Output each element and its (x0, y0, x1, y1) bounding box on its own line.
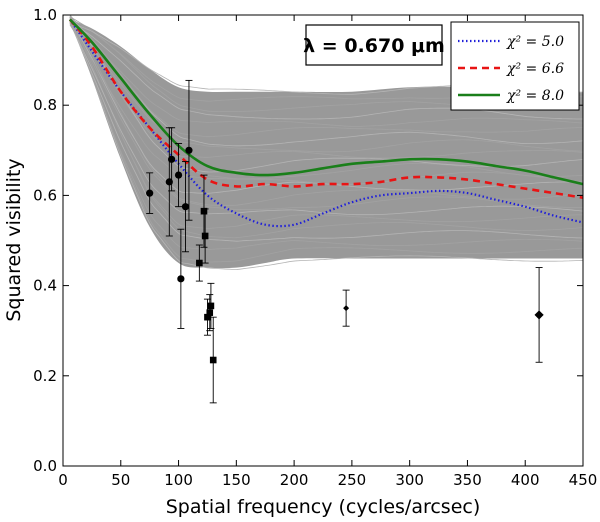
data-point-square (201, 232, 209, 240)
series-line (68, 18, 583, 186)
y-tick-label: 0.2 (33, 367, 57, 385)
envelope-line (69, 16, 583, 229)
x-tick-label: 400 (511, 471, 540, 489)
data-point-square (207, 302, 215, 310)
data-point-square (206, 309, 214, 316)
wavelength-box (305, 24, 443, 66)
envelope-line (69, 24, 583, 185)
data-point-square (209, 356, 217, 364)
y-axis-label: Squared visibility (3, 158, 25, 321)
data-point-small-diamond (343, 305, 350, 312)
legend-entry: χ² = 6.6 (506, 61, 564, 77)
x-tick-label: 200 (280, 471, 309, 489)
data-point-circle (165, 178, 173, 186)
data-point-square (196, 259, 203, 267)
y-tick-label: 0.0 (33, 457, 57, 475)
data-point-circle (177, 275, 185, 283)
envelope-line (69, 16, 583, 138)
envelope-line (69, 15, 583, 206)
legend-entry: χ² = 8.0 (506, 88, 564, 104)
data-point-circle (185, 146, 193, 154)
data-point-circle (168, 155, 176, 163)
wavelength-text: λ = 0.670 μm (303, 35, 445, 57)
envelope-line (69, 16, 583, 263)
y-tick-label: 0.4 (33, 277, 57, 295)
x-tick-label: 50 (111, 471, 130, 489)
x-tick-label: 250 (338, 471, 367, 489)
axis-ticks: 0 50 100 150 200 250 300 350 400 450 0.0 0.2 0.4 0.6 0… (33, 6, 597, 489)
envelope-line (69, 23, 583, 153)
model-curves (68, 18, 583, 228)
legend-entry: χ² = 5.0 (506, 34, 564, 50)
x-axis-label: Spatial frequency (cycles/arcsec) (166, 496, 481, 518)
envelope-line (69, 18, 583, 270)
x-tick-label: 350 (453, 471, 482, 489)
envelope-line (69, 20, 583, 159)
legend: χ² = 5.0 χ² = 6.6 χ² = 8.0 (450, 21, 580, 111)
data-point-square (204, 313, 211, 321)
envelope-line (69, 21, 583, 120)
data-points (146, 79, 544, 404)
y-tick-label: 1.0 (33, 6, 57, 24)
y-tick-label: 0.8 (33, 96, 57, 114)
x-tick-label: 450 (569, 471, 598, 489)
y-tick-label: 0.6 (33, 186, 57, 204)
x-tick-label: 300 (395, 471, 424, 489)
data-point-circle (146, 189, 154, 197)
data-point-circle (174, 171, 183, 179)
data-point-circle (181, 203, 190, 211)
envelope-line (69, 17, 583, 239)
envelope-line (69, 22, 583, 242)
data-point-square (200, 207, 208, 215)
x-tick-label: 150 (222, 471, 251, 489)
x-tick-label: 0 (58, 471, 68, 489)
envelope-line (69, 21, 583, 211)
series-line (68, 18, 583, 228)
plot-frame (62, 14, 584, 467)
envelope-band (69, 19, 583, 269)
series-line (68, 18, 583, 199)
x-tick-label: 100 (164, 471, 193, 489)
envelope-line (69, 21, 583, 127)
envelope-line (69, 20, 583, 250)
data-point-diamond (534, 310, 544, 320)
envelope-line (69, 17, 583, 147)
wavelength-annotation: λ = 0.670 μm (303, 24, 445, 66)
